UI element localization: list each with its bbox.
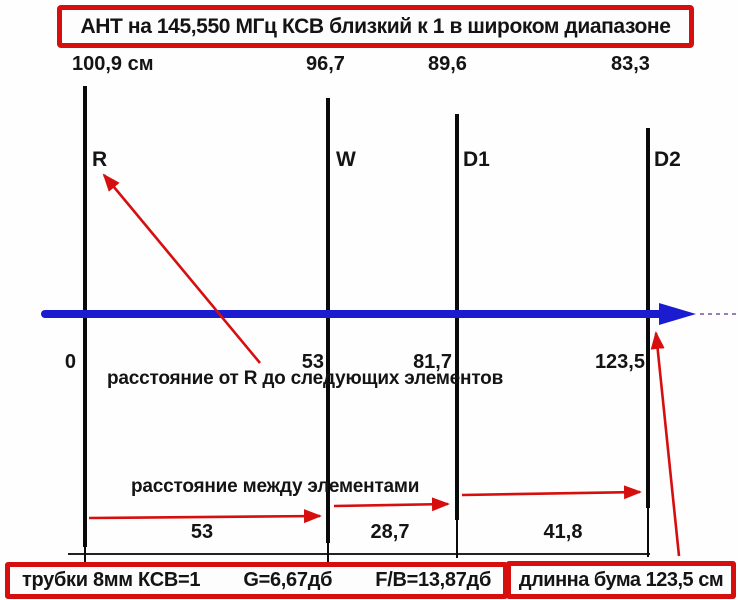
- title-box: АНТ на 145,550 МГц КСВ близкий к 1 в шир…: [57, 5, 694, 48]
- spacing-R-W: 53: [190, 521, 214, 543]
- position-label-W: 53: [301, 351, 324, 373]
- length-label-W: 96,7: [306, 53, 345, 75]
- element-line-W: [326, 98, 330, 543]
- boom-length-box: длинна бума 123,5 см: [506, 561, 736, 599]
- arrow-to-boom-end-icon: [650, 331, 681, 557]
- length-label-R: 100,9 см: [72, 53, 154, 75]
- tick-extension-D2: [647, 508, 649, 557]
- spec-gain: G=6,67дб: [243, 569, 333, 591]
- spec-tubes: трубки 8мм КСВ=1: [22, 569, 201, 591]
- element-label-W: W: [336, 148, 356, 171]
- tick-extension-D1: [456, 520, 458, 558]
- element-line-R: [83, 86, 87, 547]
- arrow-W-to-D1-icon: [333, 497, 450, 512]
- element-line-D2: [646, 128, 650, 508]
- position-label-D2: 123,5: [594, 351, 645, 373]
- arrow-D1-to-D2-icon: [461, 485, 642, 500]
- element-label-R: R: [92, 148, 108, 171]
- position-label-R: 0: [64, 351, 76, 373]
- length-label-D1: 89,6: [428, 53, 467, 75]
- length-label-D2: 83,3: [611, 53, 650, 75]
- boom-arrowhead-icon: [659, 303, 696, 325]
- tick-extension-R: [84, 547, 86, 570]
- element-label-D2: D2: [654, 148, 681, 171]
- element-line-D1: [455, 114, 459, 520]
- boom-length-label: длинна бума 123,5 см: [518, 568, 724, 591]
- spacing-W-D1: 28,7: [370, 521, 410, 543]
- dimension-baseline: [68, 553, 650, 555]
- note-distance-between-elements: расстояние между элементами: [131, 476, 420, 497]
- arrow-to-R-icon: [102, 173, 262, 364]
- position-label-D1: 81,7: [413, 351, 452, 373]
- tick-extension-W: [327, 543, 329, 570]
- specs-box: трубки 8мм КСВ=1 G=6,67дб F/B=13,87дб: [5, 562, 508, 599]
- diagram-title: АНТ на 145,550 МГц КСВ близкий к 1 в шир…: [80, 14, 671, 38]
- arrow-R-to-W-icon: [88, 509, 322, 524]
- note-distance-from-r: расстояние от R до следующих элементов: [107, 368, 504, 389]
- spacing-D1-D2: 41,8: [543, 521, 583, 543]
- element-label-D1: D1: [463, 148, 490, 171]
- spec-front-to-back: F/B=13,87дб: [375, 569, 491, 591]
